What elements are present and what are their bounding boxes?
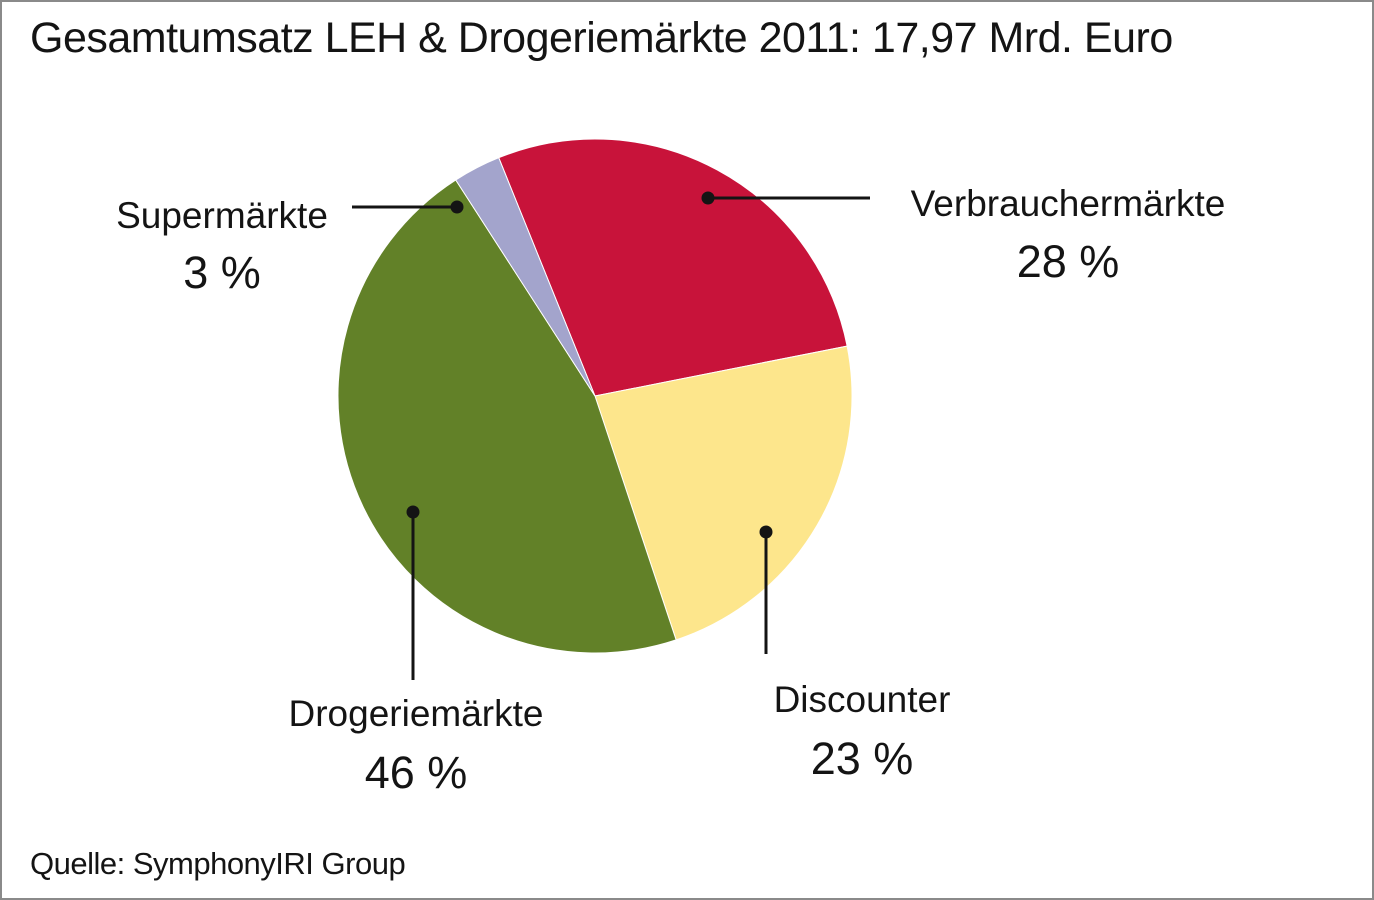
- slice-value-drogeriemaerkte: 46 %: [365, 747, 468, 798]
- leader-dot-drogeriemaerkte: [406, 505, 420, 519]
- slice-label-verbrauchermaerkte: Verbrauchermärkte: [911, 183, 1226, 224]
- pie-slice-drogeriemaerkte: [337, 179, 677, 654]
- slice-value-supermaerkte: 3 %: [183, 247, 261, 298]
- chart-title: Gesamtumsatz LEH & Drogeriemärkte 2011: …: [30, 14, 1173, 62]
- slice-value-discounter: 23 %: [811, 733, 914, 784]
- pie-slices: [337, 138, 853, 654]
- leader-lines: [352, 191, 870, 680]
- slice-value-verbrauchermaerkte: 28 %: [1017, 236, 1120, 287]
- pie-slice-discounter: [594, 345, 853, 641]
- slice-label-supermaerkte: Supermärkte: [116, 195, 328, 236]
- leader-dot-supermaerkte: [450, 200, 464, 214]
- leader-dot-verbrauchermaerkte: [701, 191, 715, 205]
- pie-slice-supermaerkte: [455, 157, 596, 397]
- source-note: Quelle: SymphonyIRI Group: [30, 846, 406, 881]
- slice-label-discounter: Discounter: [774, 679, 951, 720]
- pie-slice-verbrauchermaerkte: [498, 138, 848, 397]
- slice-label-drogeriemaerkte: Drogeriemärkte: [289, 693, 544, 734]
- leader-dot-discounter: [759, 525, 773, 539]
